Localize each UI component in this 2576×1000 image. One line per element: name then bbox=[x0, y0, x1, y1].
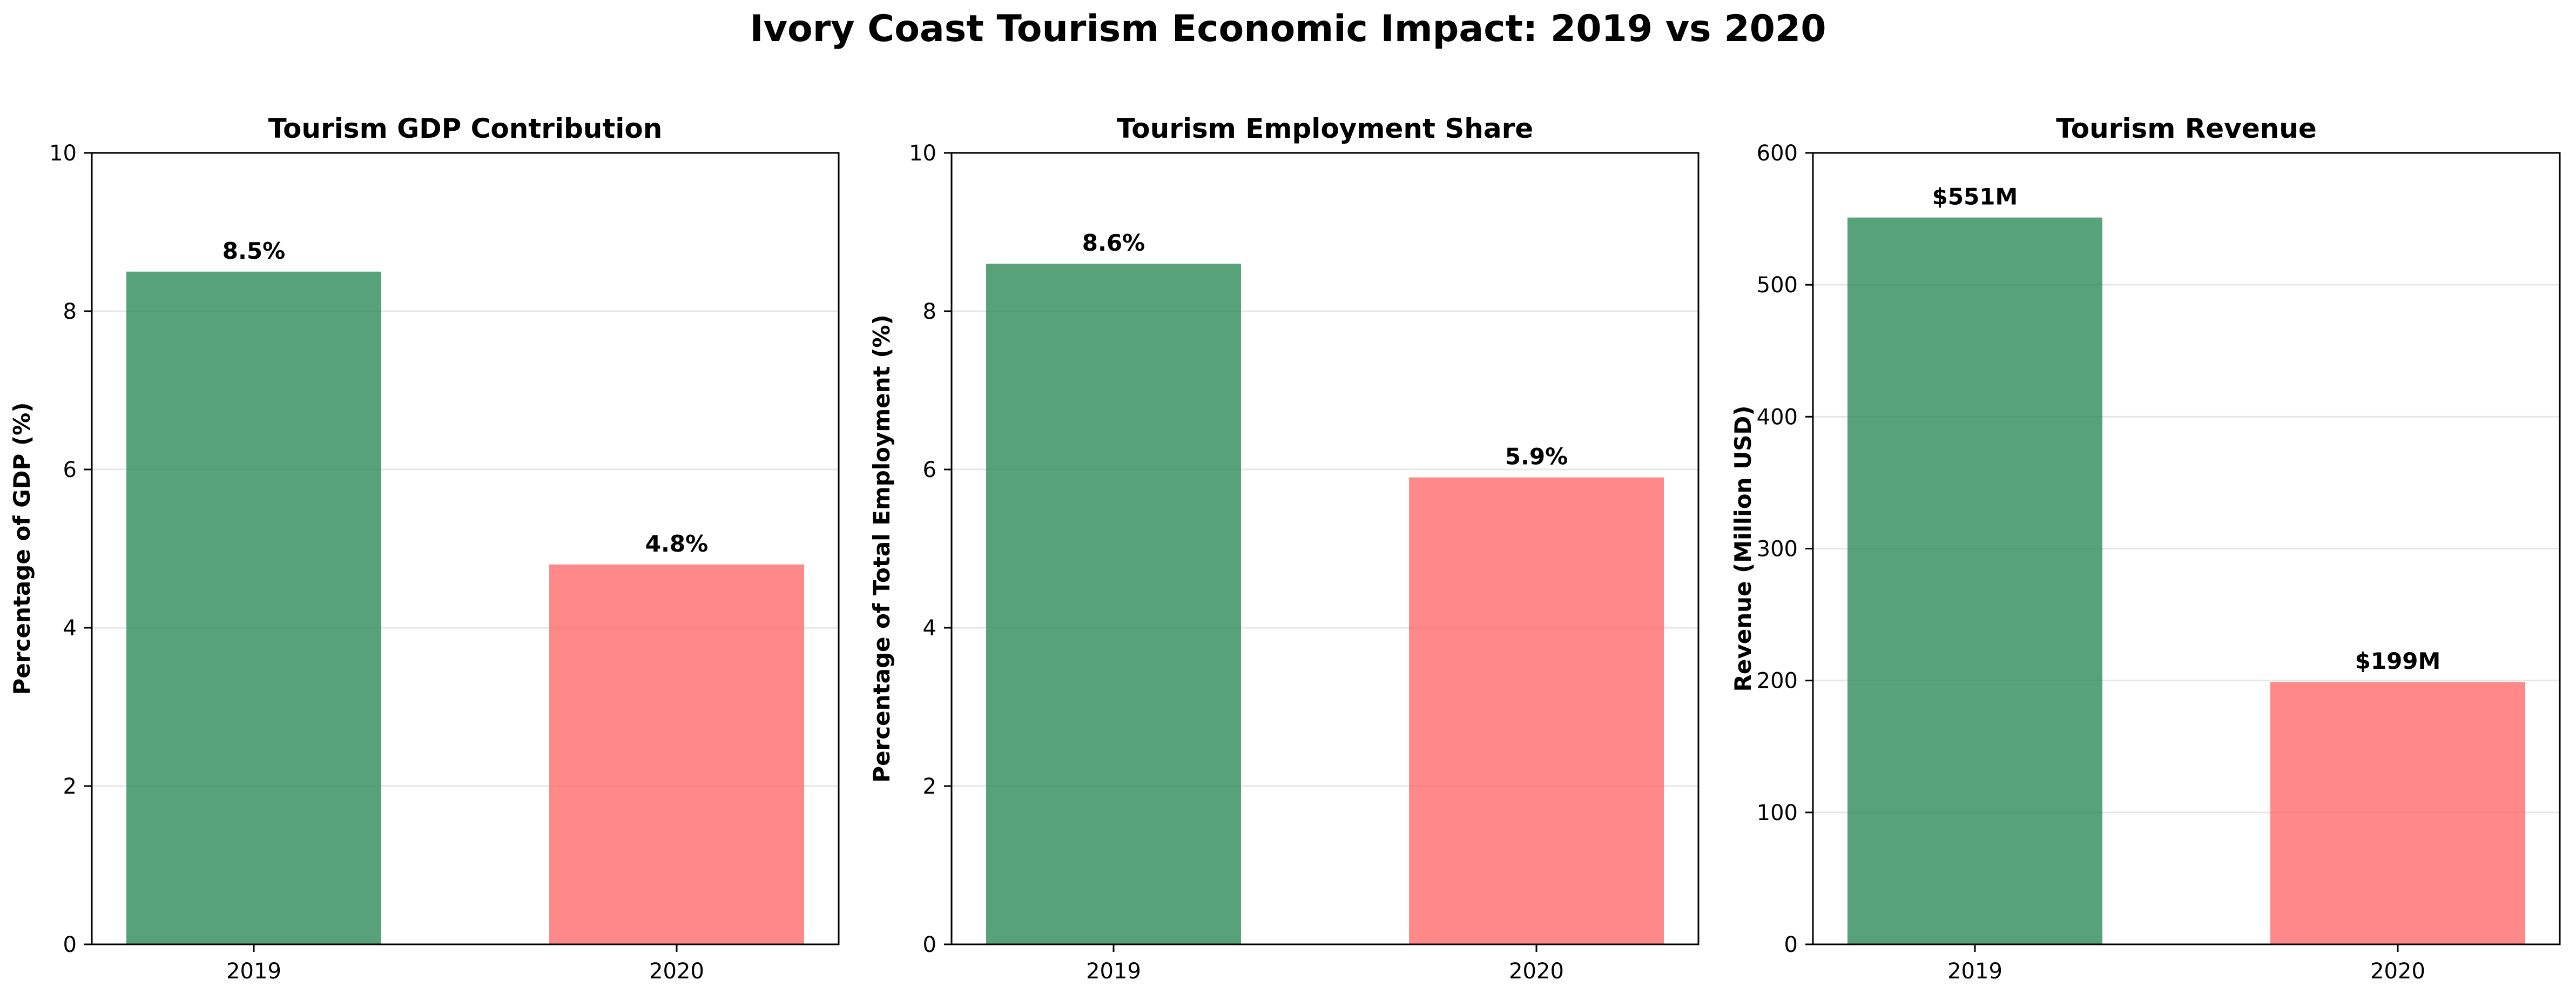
data-label: $199M bbox=[2355, 648, 2441, 674]
x-tick-label: 2019 bbox=[1947, 959, 2002, 984]
y-axis-label: Percentage of GDP (%) bbox=[9, 402, 35, 695]
x-tick-label: 2020 bbox=[649, 959, 704, 984]
y-tick-label: 2 bbox=[63, 774, 77, 799]
data-label: 4.8% bbox=[645, 531, 708, 557]
y-tick-label: 6 bbox=[63, 458, 77, 482]
chart-panel-revenue: $551M 2019 $199M 2020 0 100 200 300 400 500 600 Tou… bbox=[1730, 113, 2561, 984]
axes-frame bbox=[91, 152, 840, 945]
y-axis-label: Percentage of Total Employment (%) bbox=[868, 314, 895, 782]
bar-2020 bbox=[1409, 477, 1664, 944]
y-tick-label: 300 bbox=[1757, 537, 1798, 562]
y-tick-label: 600 bbox=[1757, 141, 1798, 166]
y-tick-label: 6 bbox=[923, 458, 936, 482]
y-tick-label: 10 bbox=[909, 141, 936, 166]
y-tick-label: 100 bbox=[1757, 801, 1798, 825]
figure-title: Ivory Coast Tourism Economic Impact: 201… bbox=[750, 8, 1826, 50]
x-tick-label: 2019 bbox=[226, 959, 281, 984]
y-tick-label: 4 bbox=[63, 616, 77, 641]
chart-panel-gdp: 8.5% 2019 4.8% 2020 0 2 4 6 8 10 Tourism GDP Contr… bbox=[9, 113, 840, 984]
y-tick-label: 0 bbox=[63, 932, 77, 957]
data-label: 8.6% bbox=[1082, 230, 1145, 256]
bar-2020 bbox=[549, 564, 804, 944]
chart-panel-employment: 8.6% 2019 5.9% 2020 0 2 4 6 8 10 Tourism Employmen… bbox=[868, 113, 1700, 984]
x-tick-label: 2019 bbox=[1086, 959, 1141, 984]
x-tick-label: 2020 bbox=[1509, 959, 1564, 984]
y-axis-label: Revenue (Million USD) bbox=[1730, 406, 1756, 692]
y-tick-label: 500 bbox=[1757, 273, 1798, 298]
data-label: 8.5% bbox=[222, 238, 285, 264]
y-tick-label: 10 bbox=[49, 141, 77, 166]
data-label: $551M bbox=[1932, 184, 2018, 210]
y-tick-label: 4 bbox=[923, 616, 936, 641]
chart-title: Tourism Employment Share bbox=[1117, 113, 1533, 144]
data-label: 5.9% bbox=[1505, 444, 1568, 470]
y-tick-label: 400 bbox=[1757, 405, 1798, 429]
y-tick-label: 2 bbox=[923, 774, 936, 799]
y-tick-label: 8 bbox=[63, 299, 77, 324]
bar-2020 bbox=[2270, 682, 2525, 944]
axes-frame bbox=[1812, 152, 2561, 945]
bar-2019 bbox=[1847, 217, 2102, 945]
bar-2019 bbox=[126, 271, 381, 944]
x-tick-label: 2020 bbox=[2370, 959, 2425, 984]
axes-frame bbox=[950, 152, 1700, 945]
bar-2019 bbox=[986, 264, 1241, 945]
y-tick-label: 0 bbox=[1784, 932, 1798, 957]
chart-title: Tourism GDP Contribution bbox=[268, 113, 663, 144]
y-tick-label: 200 bbox=[1757, 669, 1798, 694]
y-tick-label: 0 bbox=[923, 932, 936, 957]
y-tick-label: 8 bbox=[923, 299, 936, 324]
chart-title: Tourism Revenue bbox=[2056, 113, 2317, 144]
